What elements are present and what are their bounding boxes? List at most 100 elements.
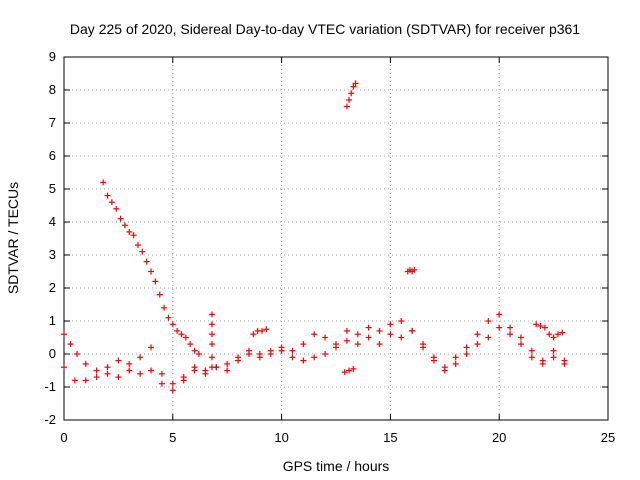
- data-point: [134, 242, 141, 249]
- data-point: [289, 354, 296, 361]
- y-tick-label: -1: [44, 379, 56, 394]
- data-point: [350, 83, 357, 90]
- grid: [64, 57, 608, 420]
- data-point: [352, 80, 359, 87]
- data-point: [180, 377, 187, 384]
- data-point: [496, 324, 503, 331]
- x-tick-label: 25: [601, 430, 615, 445]
- data-point: [158, 370, 165, 377]
- y-tick-label: 9: [49, 49, 56, 64]
- data-point: [539, 360, 546, 367]
- data-point: [452, 360, 459, 367]
- data-point: [148, 344, 155, 351]
- data-point: [61, 331, 67, 338]
- data-point: [174, 327, 181, 334]
- data-point: [61, 364, 67, 371]
- data-point: [100, 179, 107, 186]
- data-point: [517, 334, 524, 341]
- data-point: [463, 344, 470, 351]
- data-point: [113, 205, 120, 212]
- data-point: [178, 331, 185, 338]
- data-point: [537, 322, 544, 329]
- chart-title: Day 225 of 2020, Sidereal Day-to-day VTE…: [70, 21, 580, 37]
- data-point: [187, 341, 194, 348]
- data-point: [528, 347, 535, 354]
- data-point: [224, 367, 231, 374]
- data-point: [300, 357, 307, 364]
- x-tick-label: 0: [60, 430, 67, 445]
- data-point: [126, 360, 133, 367]
- data-point: [117, 215, 124, 222]
- data-point: [191, 364, 198, 371]
- data-point: [158, 380, 165, 387]
- y-axis-label: SDTVAR / TECUs: [5, 182, 21, 294]
- y-tick-label: 5: [49, 181, 56, 196]
- data-point: [169, 387, 176, 394]
- data-point: [300, 341, 307, 348]
- data-point: [165, 314, 172, 321]
- y-tick-label: 0: [49, 346, 56, 361]
- data-point: [350, 365, 357, 372]
- data-point: [354, 331, 361, 338]
- data-point: [346, 367, 353, 374]
- data-point: [143, 258, 150, 265]
- data-point: [420, 341, 427, 348]
- data-point: [409, 327, 416, 334]
- data-point: [208, 311, 215, 318]
- data-point: [507, 331, 514, 338]
- data-point: [208, 364, 215, 371]
- data-point: [554, 331, 561, 338]
- data-point: [169, 380, 176, 387]
- data-point: [259, 327, 266, 334]
- data-point: [208, 321, 215, 328]
- data-point: [250, 331, 257, 338]
- data-point: [376, 327, 383, 334]
- data-point: [348, 90, 355, 97]
- data-point: [126, 367, 133, 374]
- x-tick-label: 5: [169, 430, 176, 445]
- data-point: [182, 334, 189, 341]
- data-point: [108, 199, 115, 206]
- data-point: [430, 357, 437, 364]
- data-point: [333, 344, 339, 351]
- data-point: [245, 351, 252, 357]
- data-point: [152, 278, 159, 285]
- data-point: [507, 324, 514, 331]
- data-point: [104, 370, 111, 377]
- data-point: [82, 377, 89, 384]
- data-point: [341, 369, 348, 376]
- data-point: [161, 304, 168, 311]
- plot-frame: [63, 56, 609, 421]
- data-point: [485, 318, 492, 324]
- x-tick-label: 20: [492, 430, 506, 445]
- x-axis: 0 5 10 15 20 25: [60, 57, 615, 445]
- data-point: [74, 351, 81, 357]
- data-point: [93, 367, 100, 374]
- data-point: [528, 354, 535, 361]
- data-point: [496, 311, 503, 318]
- data-point: [121, 222, 128, 229]
- data-point: [256, 354, 263, 361]
- data-point: [148, 367, 155, 374]
- data-point: [398, 318, 405, 324]
- data-point: [93, 374, 100, 381]
- data-point: [485, 334, 492, 341]
- data-point: [289, 347, 296, 354]
- data-point: [517, 341, 524, 348]
- data-point: [208, 341, 215, 348]
- y-tick-label: 8: [49, 82, 56, 97]
- data-point: [115, 374, 122, 381]
- data-point: [137, 370, 144, 377]
- x-tick-label: 15: [383, 430, 397, 445]
- data-point: [343, 103, 350, 110]
- data-point: [208, 331, 215, 338]
- data-point: [195, 351, 202, 357]
- data-point: [550, 334, 557, 341]
- data-point: [71, 377, 78, 384]
- data-point: [322, 334, 329, 341]
- data-point: [474, 341, 481, 348]
- data-point: [263, 326, 270, 333]
- data-point: [104, 192, 111, 199]
- data-point: [559, 329, 566, 336]
